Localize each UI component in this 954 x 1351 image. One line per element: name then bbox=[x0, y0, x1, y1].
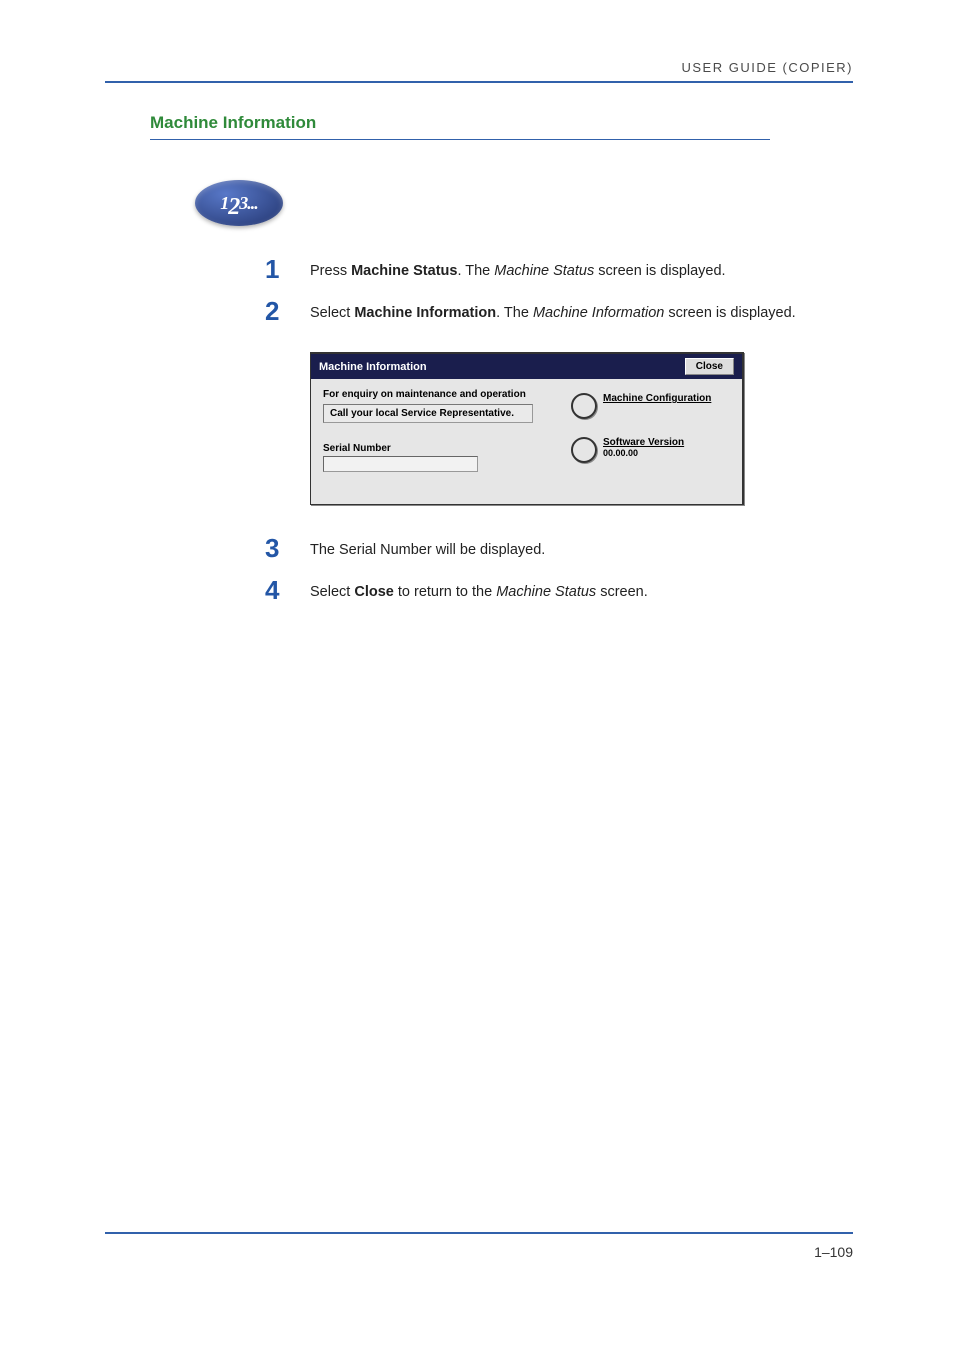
close-button[interactable]: Close bbox=[685, 358, 734, 375]
step-text: Select Close to return to the Machine St… bbox=[310, 577, 648, 603]
step-row: 3 The Serial Number will be displayed. bbox=[265, 535, 853, 561]
section-title: Machine Information bbox=[150, 113, 770, 140]
software-version-value: 00.00.00 bbox=[603, 448, 684, 458]
step-number: 1 bbox=[265, 256, 310, 282]
step-row: 2 Select Machine Information. The Machin… bbox=[265, 298, 853, 324]
serial-number-field bbox=[323, 456, 478, 472]
machine-config-label: Machine Configuration bbox=[603, 393, 711, 404]
screenshot-body: For enquiry on maintenance and operation… bbox=[311, 379, 742, 507]
steps-icon: 123... bbox=[195, 180, 853, 226]
radio-icon bbox=[571, 393, 597, 419]
step-row: 1 Press Machine Status. The Machine Stat… bbox=[265, 256, 853, 282]
steps-123-icon: 123... bbox=[195, 180, 283, 226]
header-rule bbox=[105, 81, 853, 83]
step-number: 2 bbox=[265, 298, 310, 324]
step-text: The Serial Number will be displayed. bbox=[310, 535, 545, 561]
step-text: Press Machine Status. The Machine Status… bbox=[310, 256, 726, 282]
call-representative-box: Call your local Service Representative. bbox=[323, 404, 533, 423]
radio-icon bbox=[571, 437, 597, 463]
screenshot-right-options: Machine Configuration Software Version 0… bbox=[571, 393, 711, 481]
screenshot-title: Machine Information bbox=[319, 361, 427, 373]
step-text: Select Machine Information. The Machine … bbox=[310, 298, 796, 324]
header-guide-label: USER GUIDE (COPIER) bbox=[105, 60, 853, 75]
step-number: 4 bbox=[265, 577, 310, 603]
step-number: 3 bbox=[265, 535, 310, 561]
screenshot-titlebar: Machine Information Close bbox=[311, 354, 742, 379]
machine-info-screenshot: Machine Information Close For enquiry on… bbox=[310, 352, 744, 505]
software-version-label: Software Version bbox=[603, 437, 684, 448]
software-version-option[interactable]: Software Version 00.00.00 bbox=[571, 437, 711, 463]
page-footer: 1–109 bbox=[105, 1232, 853, 1260]
step-row: 4 Select Close to return to the Machine … bbox=[265, 577, 853, 603]
machine-config-option[interactable]: Machine Configuration bbox=[571, 393, 711, 419]
footer-rule bbox=[105, 1232, 853, 1234]
page-content: USER GUIDE (COPIER) Machine Information … bbox=[105, 60, 853, 619]
page-number: 1–109 bbox=[105, 1244, 853, 1260]
